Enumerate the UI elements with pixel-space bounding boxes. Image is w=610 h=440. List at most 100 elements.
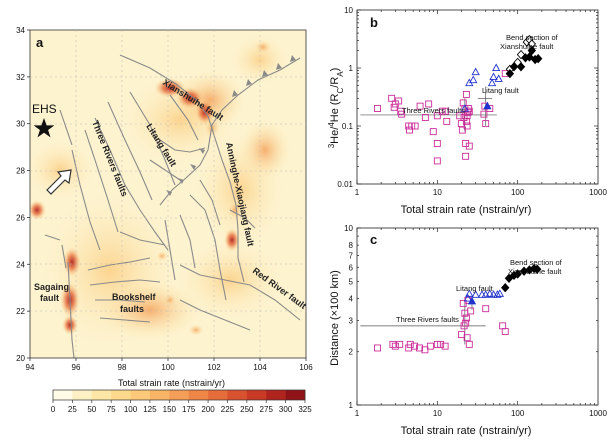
data-point-square [499,322,507,330]
colorbar-tick-label: 250 [240,405,254,414]
data-point-square [465,340,473,348]
map-x-tick-label: 100 [161,363,175,372]
map-y-tick-label: 32 [16,73,25,82]
colorbar-tick-label: 225 [221,405,235,414]
data-point-square [391,342,399,350]
data-point-square [458,331,465,339]
colorbar-tick-label: 50 [87,405,96,414]
bend-section-annotation-c-1: Bend section of [510,258,563,267]
panel-b-ylabel: 3He/4He (RC/RA) [327,68,345,149]
data-point-triangle [465,289,474,297]
colorbar-tick-label: 175 [182,405,196,414]
data-point-diamond [532,264,542,274]
colorbar-swatch [227,390,248,400]
data-point-triangle [471,67,480,76]
ylabel-sub-c: C [336,88,345,94]
data-point-square [421,346,429,354]
panel-b-label: b [370,15,378,30]
data-point-square [462,152,470,160]
data-point-square [501,328,509,335]
data-point-triangle [483,101,492,110]
map-grid [30,30,306,358]
data-point-diamond [533,53,543,64]
colorbar-tick-label: 200 [201,405,215,414]
data-point-square [463,122,471,130]
colorbar-swatch [169,390,189,400]
map-axis-ticks: 94 96 98 100 102 104 106 20 22 24 26 28 30 32 34 [16,26,313,372]
y-tick-label: 1 [349,64,354,73]
data-point-square [411,342,418,350]
x-tick-label: 1 [355,188,360,197]
y-tick-label: 5 [349,277,354,286]
data-point-square [441,342,449,350]
data-point-square [374,344,381,352]
bend-section-annotation-b-2: Xianshuihe fault [500,42,554,51]
data-point-square [408,122,416,130]
map-y-tick-label: 22 [16,307,25,316]
data-point-square [405,344,413,352]
map-x-tick-label: 104 [253,363,267,372]
data-point-square [421,114,429,121]
colorbar-swatch [111,390,131,400]
data-point-square [396,340,404,348]
colorbar-tick-label: 150 [163,405,177,414]
data-point-square [416,344,423,352]
strain-rate-map: 94 96 98 100 102 104 106 20 22 24 26 28 30 32 34 a EHS… [16,26,313,414]
ylabel-end: ) [329,68,341,72]
bookshelf-faults-label-line1: Bookshelf [112,292,157,302]
data-point-square [442,107,450,115]
y-tick-label: 4 [349,294,354,303]
data-point-triangle [487,78,497,87]
three-rivers-annotation-c: Three Rivers faults [396,315,459,324]
map-y-tick-label: 30 [16,120,25,129]
colorbar-swatch [246,390,267,400]
data-point-square [406,126,413,134]
plot-frame [356,227,599,406]
colorbar-swatch [266,390,286,400]
ylabel-he2: He (R [329,93,341,122]
y-tick-label: 1 [349,401,354,410]
data-point-square [482,120,490,128]
data-point-triangle [485,289,494,297]
data-point-square [433,140,441,147]
y-tick-label: 10 [344,6,353,15]
data-point-square [462,90,470,98]
panel-c-xlabel: Total strain rate (nstrain/yr) [401,425,532,437]
data-point-square [438,107,446,115]
y-tick-label: 3 [349,317,354,326]
map-x-tick-label: 96 [72,363,81,372]
x-tick-label: 100 [511,188,525,197]
y-tick-label: 8 [349,241,354,250]
colorbar-tick-label: 0 [51,405,56,414]
data-point-square [406,340,414,348]
ylabel-he1: He/ [329,126,341,144]
colorbar-tick-label: 275 [260,405,274,414]
data-point-square [462,319,470,327]
colorbar-tick-label: 300 [279,405,293,414]
data-point-square [482,305,490,313]
star-icon [33,118,55,138]
panel-c-label: c [370,232,377,247]
x-tick-label: 10 [433,188,442,197]
data-point-square [426,342,434,350]
map-y-tick-label: 34 [16,26,25,35]
colorbar-swatch [91,390,112,400]
y-tick-label: 0.1 [342,122,354,131]
colorbar-swatch [208,390,228,400]
data-point-triangle [471,290,480,298]
data-point-square [416,102,424,110]
data-point-diamond [516,62,526,72]
data-point-square [388,94,396,102]
colorbar-tick-label: 100 [124,405,138,414]
x-tick-label: 1000 [589,409,607,418]
map-y-tick-label: 28 [16,167,25,176]
colorbar-tick-label: 325 [298,405,312,414]
data-point-square [443,117,451,125]
data-point-square [389,340,397,348]
data-point-square [398,110,406,118]
colorbar-swatch [285,390,306,400]
data-point-diamond [516,49,526,60]
data-point-triangle [460,104,470,112]
colorbar-swatch [72,390,93,400]
